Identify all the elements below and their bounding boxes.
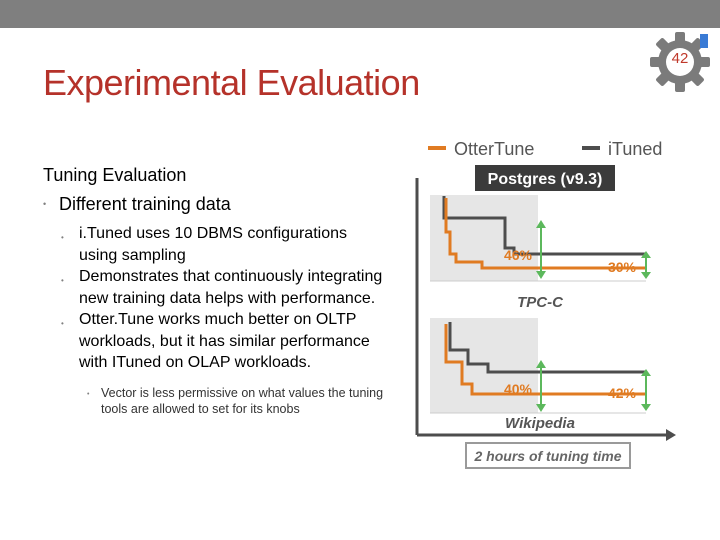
bullet-dot: • <box>87 390 90 398</box>
footer-box <box>465 442 631 469</box>
panel1-label: TPC-C <box>517 294 564 311</box>
bullet-level2: • Demonstrates that continuously integra… <box>43 266 388 309</box>
tuning-comparison-figure: OtterTune iTuned Postgres (v9.3) 46% 30%… <box>415 139 676 469</box>
x-axis-arrowhead <box>666 429 676 441</box>
bullet-dot: • <box>61 233 64 242</box>
panel2-label: Wikipedia <box>505 415 575 432</box>
bullet-dot: • <box>61 319 64 328</box>
figure-title-box <box>475 165 615 191</box>
slide-title: Experimental Evaluation <box>43 62 420 103</box>
panel1-ottertune-line <box>444 198 646 270</box>
slide-body: Tuning Evaluation • Different training d… <box>43 165 388 417</box>
bullet-level1: • Different training data <box>43 194 388 215</box>
bullet-level2: • i.Tuned uses 10 DBMS configurations us… <box>43 223 388 266</box>
panel1-right-arrowhead-down <box>641 272 651 279</box>
bullet-dot: • <box>43 199 47 209</box>
bullet-text: i.Tuned uses 10 DBMS configurations usin… <box>79 225 347 264</box>
panel2-ituned-line <box>448 322 646 374</box>
bullet-text: Different training data <box>59 194 231 214</box>
legend-ituned-label: iTuned <box>608 139 662 159</box>
panel1-left-percent: 46% <box>504 247 533 263</box>
panel2-left-arrowhead-up <box>536 360 546 368</box>
legend-ottertune-label: OtterTune <box>454 139 534 159</box>
panel1-left-arrowhead-down <box>536 271 546 279</box>
panel2-right-arrowhead-up <box>641 369 651 376</box>
gear-icon <box>650 32 710 92</box>
figure-title: Postgres (v9.3) <box>488 171 603 188</box>
panel2-right-percent: 42% <box>608 385 637 401</box>
panel1-ituned-line <box>442 196 646 256</box>
panel1-right-arrowhead-up <box>641 251 651 258</box>
page-number: 42 <box>671 50 689 67</box>
panel2-left-percent: 40% <box>504 381 533 397</box>
bullet-text: Demonstrates that continuously integrati… <box>79 268 383 307</box>
bullet-dot: • <box>61 276 64 285</box>
bullet-text: Otter.Tune works much better on OLTP wor… <box>79 311 370 371</box>
section-heading: Tuning Evaluation <box>43 165 187 185</box>
panel1-left-arrowhead-up <box>536 220 546 228</box>
panel1-right-percent: 30% <box>608 259 637 275</box>
panel2-ottertune-line <box>444 324 646 396</box>
panel2-left-arrowhead-down <box>536 404 546 412</box>
bullet-level2: • Otter.Tune works much better on OLTP w… <box>43 309 388 374</box>
top-bar <box>0 0 720 28</box>
footer-text: 2 hours of tuning time <box>474 448 622 464</box>
panel2-right-arrowhead-down <box>641 404 651 411</box>
bullet-level3: • Vector is less permissive on what valu… <box>43 385 388 417</box>
bullet-text: Vector is less permissive on what values… <box>101 385 384 416</box>
